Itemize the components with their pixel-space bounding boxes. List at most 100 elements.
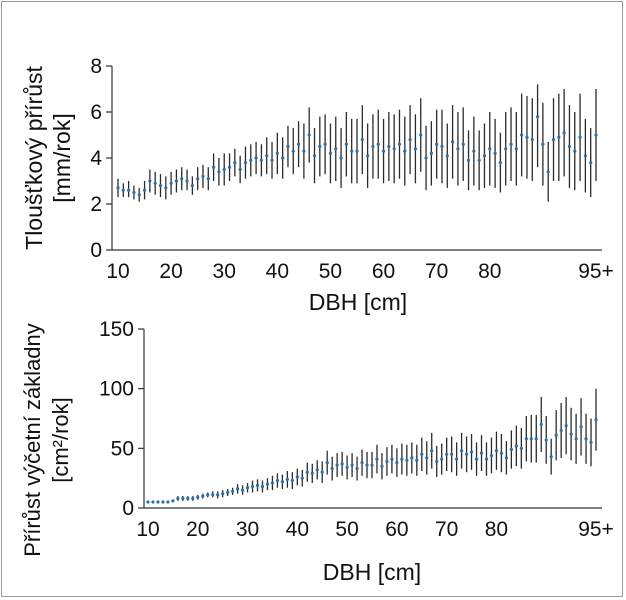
bottom-mean-point	[201, 494, 205, 498]
top-mean-point	[227, 165, 232, 169]
bottom-mean-point	[425, 456, 429, 460]
top-mean-point	[514, 147, 518, 151]
top-x-tick-label: 50	[319, 260, 342, 283]
top-mean-point	[408, 138, 412, 142]
top-mean-point	[461, 142, 465, 146]
top-mean-point	[185, 179, 189, 183]
top-mean-point	[142, 188, 147, 192]
bottom-mean-point	[494, 449, 499, 453]
top-mean-point	[472, 149, 476, 153]
top-mean-point	[387, 144, 391, 149]
top-mean-point	[222, 167, 226, 172]
bottom-mean-point	[380, 464, 384, 468]
top-mean-point	[562, 131, 566, 135]
top-mean-point	[520, 133, 524, 137]
bottom-mean-point	[420, 452, 424, 456]
top-mean-point	[594, 133, 598, 137]
bottom-x-label: DBH [cm]	[323, 559, 421, 585]
bottom-mean-point	[519, 446, 523, 450]
bottom-mean-point	[469, 450, 474, 454]
bottom-mean-point	[186, 496, 190, 501]
bottom-mean-point	[559, 428, 563, 433]
top-mean-point	[286, 144, 290, 149]
top-mean-point	[424, 156, 428, 160]
top-x-tick-label: 80	[478, 260, 501, 283]
top-mean-point	[482, 154, 487, 158]
top-y-label-line-2: [mm/rok]	[49, 113, 75, 202]
top-mean-point	[541, 142, 545, 146]
top-mean-point	[206, 177, 210, 181]
top-x-tick-label: 20	[159, 260, 182, 283]
bottom-mean-point	[464, 452, 469, 456]
bottom-mean-point	[305, 470, 309, 474]
top-error-bars	[117, 84, 597, 202]
top-mean-point	[249, 158, 253, 162]
top-mean-point	[530, 138, 534, 142]
top-mean-point	[551, 138, 556, 142]
bottom-mean-point	[554, 433, 558, 437]
bottom-mean-point	[594, 418, 598, 422]
bottom-mean-point	[514, 444, 518, 448]
bottom-mean-point	[534, 437, 538, 441]
top-y-tick-label: 8	[90, 55, 102, 78]
top-mean-point	[440, 144, 444, 149]
top-mean-point	[350, 149, 354, 153]
top-x-tick-label: 95+	[578, 260, 614, 283]
top-mean-point	[498, 161, 502, 165]
top-mean-point	[488, 147, 492, 151]
bottom-mean-point	[255, 483, 260, 487]
bottom-mean-point	[285, 477, 289, 481]
bottom-y-tick-label: 50	[111, 437, 134, 460]
bottom-mean-point	[544, 438, 548, 442]
top-mean-point	[509, 142, 513, 146]
top-y-tick-label: 4	[90, 147, 102, 170]
bottom-mean-point	[415, 458, 419, 462]
top-mean-point	[270, 158, 274, 162]
bottom-mean-point	[539, 422, 543, 427]
bottom-mean-point	[156, 500, 160, 504]
bottom-x-tick-label: 95+	[578, 518, 614, 541]
bottom-mean-points	[146, 418, 598, 504]
top-y-tick-label: 6	[90, 101, 102, 124]
bottom-mean-point	[146, 500, 150, 504]
bottom-mean-point	[435, 459, 439, 464]
bottom-mean-point	[370, 463, 374, 467]
bottom-mean-point	[245, 486, 250, 490]
top-mean-point	[116, 186, 120, 190]
bottom-mean-point	[161, 500, 165, 504]
bottom-mean-point	[400, 457, 404, 461]
top-mean-point	[307, 133, 311, 137]
top-mean-point	[259, 158, 263, 162]
top-mean-point	[265, 154, 269, 158]
top-mean-point	[397, 142, 402, 146]
top-mean-point	[164, 186, 168, 190]
bottom-mean-point	[484, 457, 489, 461]
bottom-x-tick-label: 80	[485, 518, 508, 541]
bottom-mean-point	[355, 467, 359, 471]
top-y-label-line-1: Tloušťkový přírůst	[21, 66, 47, 250]
bottom-mean-point	[335, 463, 339, 467]
top-mean-point	[196, 177, 200, 181]
bottom-x-tick-label: 50	[335, 518, 358, 541]
bottom-mean-point	[226, 490, 230, 495]
bottom-mean-point	[410, 456, 414, 460]
bottom-mean-point	[231, 489, 235, 493]
bottom-mean-point	[579, 425, 583, 429]
top-mean-point	[376, 142, 380, 146]
bottom-mean-point	[569, 432, 573, 436]
top-mean-point	[180, 177, 184, 181]
top-mean-point	[466, 158, 471, 162]
top-y-tick-label: 2	[90, 193, 102, 216]
bottom-mean-point	[474, 457, 479, 461]
top-mean-point	[132, 190, 136, 195]
top-mean-point	[435, 142, 439, 146]
bottom-mean-point	[290, 478, 294, 483]
bottom-axes: 0 50 100 150 10 20 30 40 50 60 70 80 95+	[99, 318, 614, 541]
bottom-mean-point	[196, 495, 200, 499]
bottom-y-tick-label: 150	[99, 318, 134, 341]
top-mean-point	[381, 149, 386, 153]
bottom-mean-point	[206, 493, 210, 497]
top-mean-point	[451, 140, 455, 144]
top-mean-point	[233, 161, 237, 165]
top-mean-point	[589, 161, 593, 165]
